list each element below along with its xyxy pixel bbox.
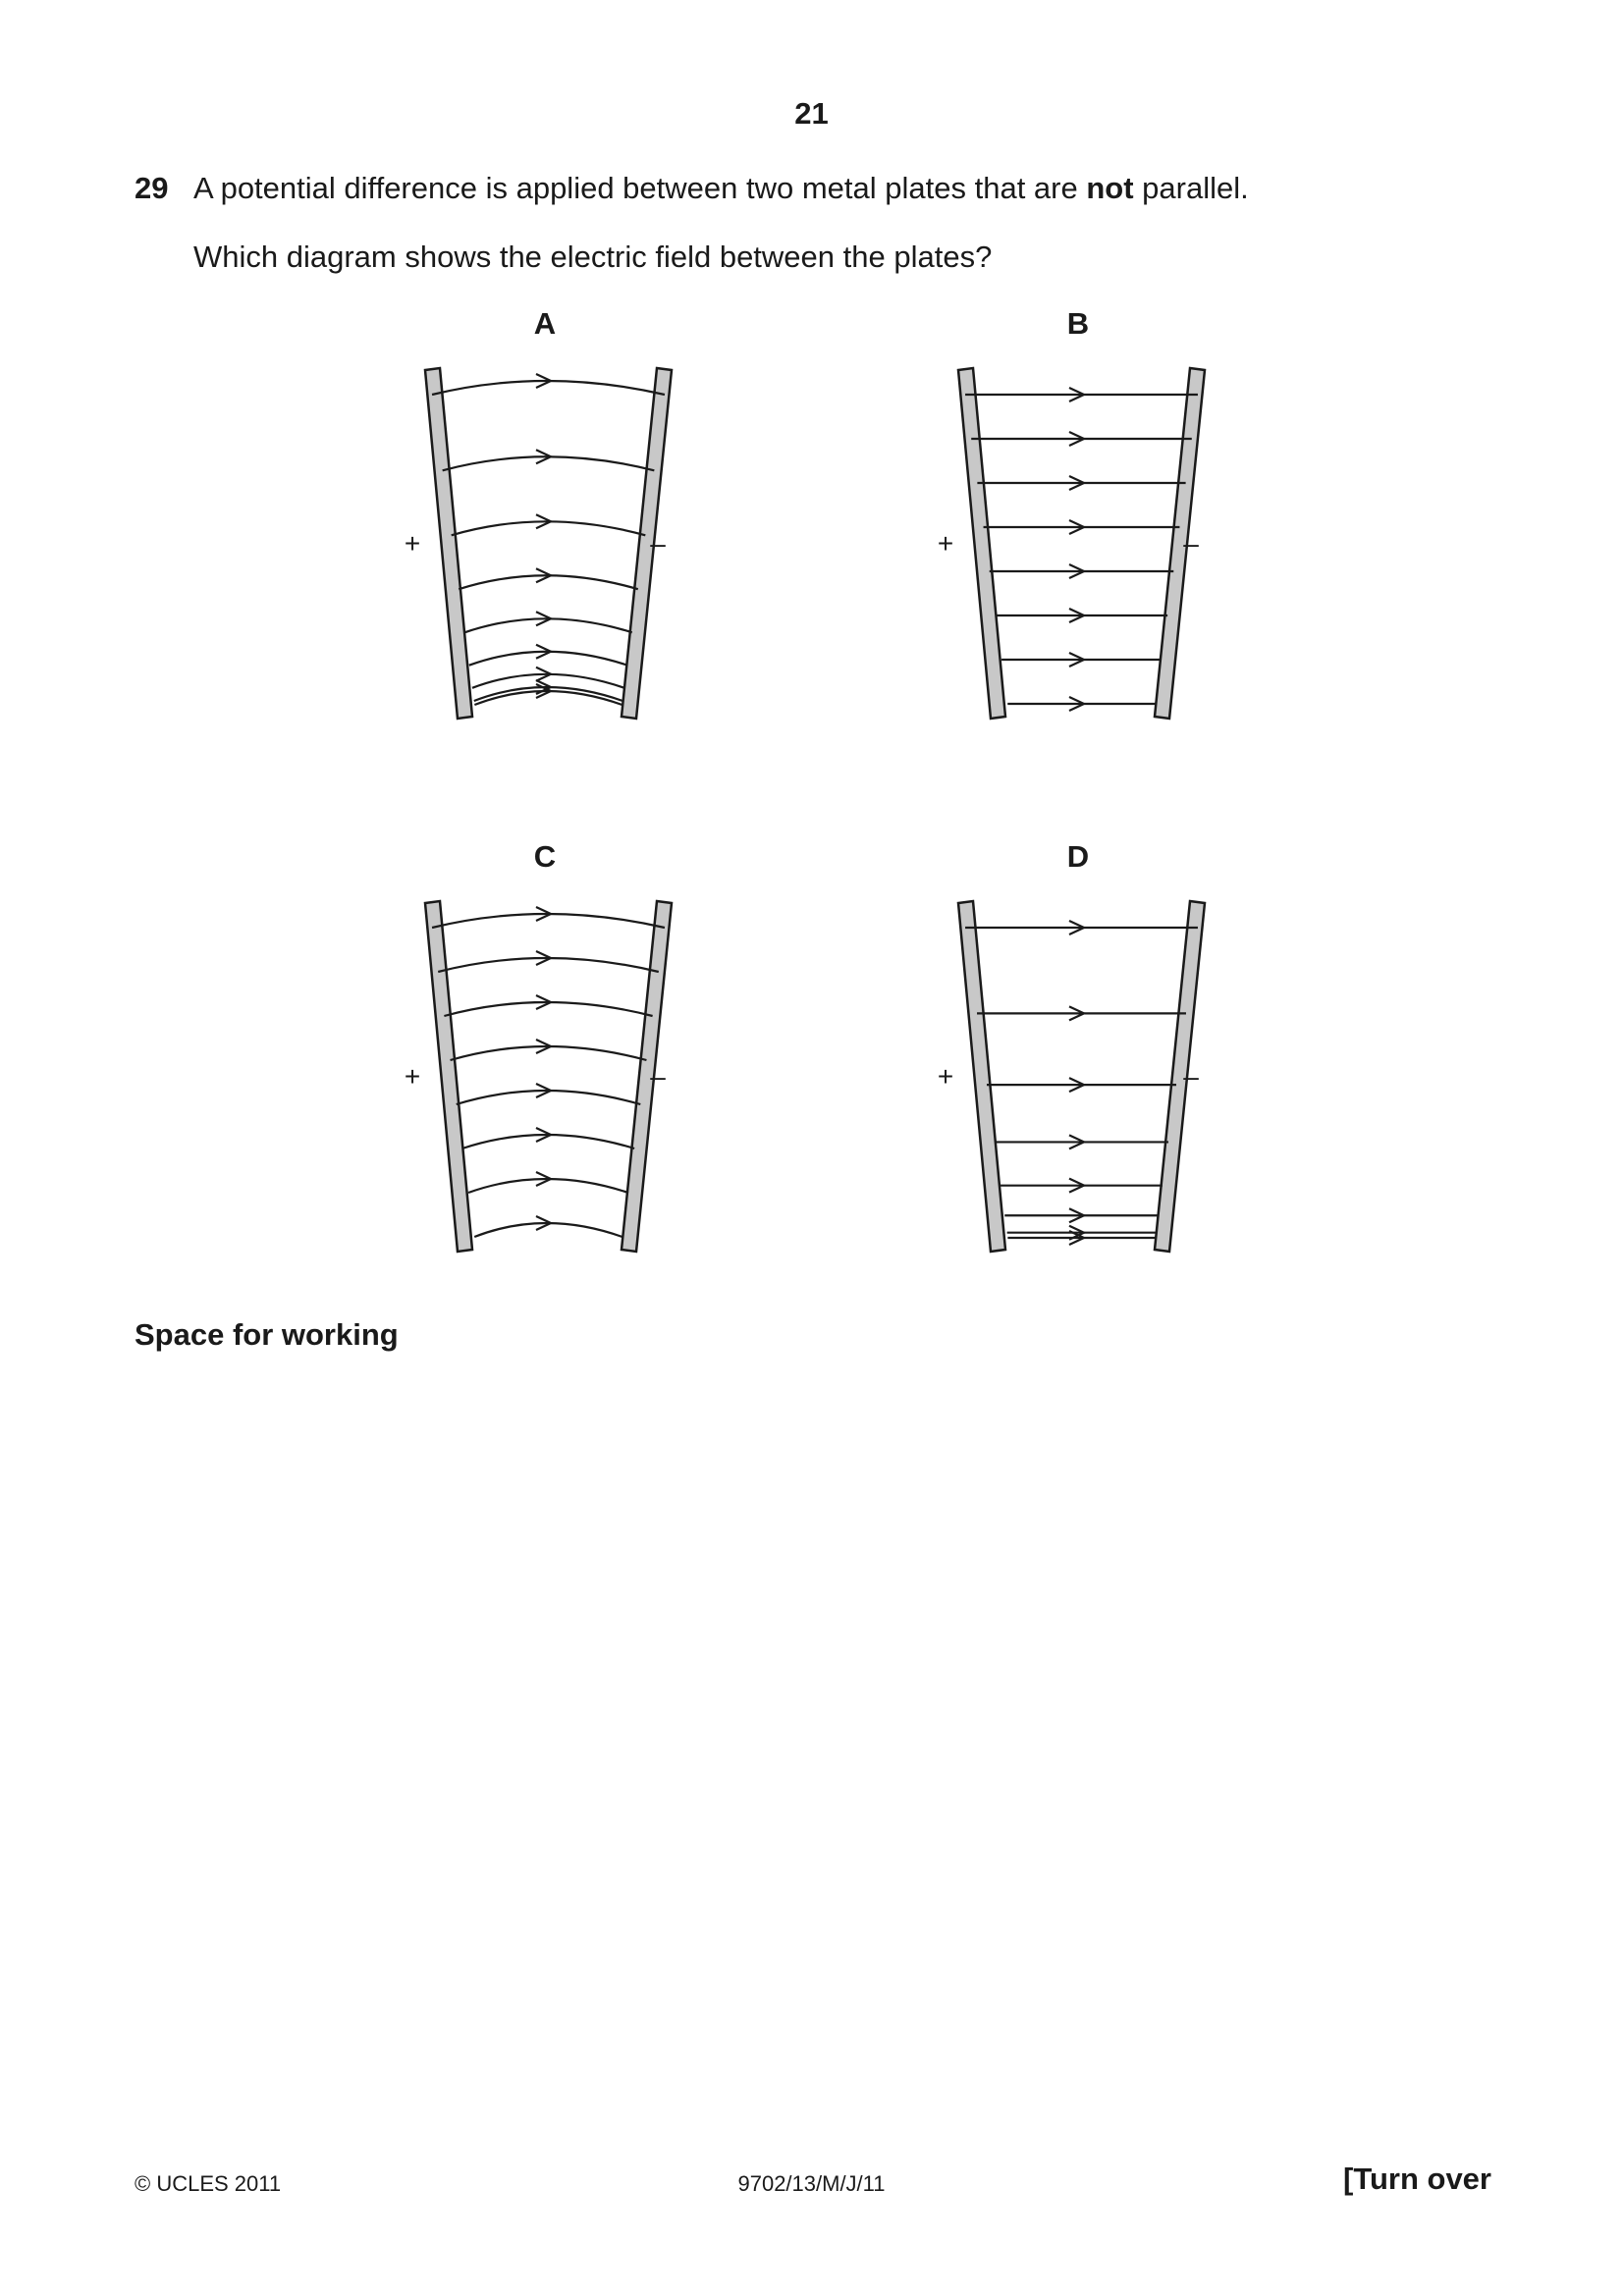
diagram-a: A + – [398, 306, 692, 738]
diagram-b: B + – [931, 306, 1225, 738]
field-arrow [1068, 1077, 1087, 1094]
negative-sign: – [1183, 1061, 1199, 1092]
field-arrow [1068, 1134, 1087, 1150]
question-text-start: A potential difference is applied betwee… [193, 171, 1087, 205]
positive-plate [956, 366, 1007, 721]
field-arrow [535, 950, 554, 966]
diagram-label: D [1066, 839, 1090, 874]
field-arrow [535, 373, 554, 389]
field-line [473, 1221, 623, 1239]
question-text: A potential difference is applied betwee… [193, 171, 1249, 206]
question-number: 29 [135, 171, 169, 205]
positive-plate [423, 899, 474, 1254]
question-text-end: parallel. [1133, 171, 1249, 205]
field-arrow [535, 1127, 554, 1143]
field-line [467, 1177, 629, 1195]
field-arrow [535, 513, 554, 530]
field-arrow [1068, 1177, 1087, 1194]
diagram-c: C + – [398, 839, 692, 1271]
field-line [456, 1089, 641, 1106]
diagram-d: D + – [931, 839, 1225, 1271]
field-arrow [535, 666, 554, 682]
field-diagram-svg [956, 899, 1207, 1254]
positive-sign: + [404, 528, 421, 559]
negative-plate [620, 366, 674, 721]
positive-plate [423, 366, 474, 721]
field-line [463, 617, 633, 634]
field-arrow [1068, 608, 1087, 623]
field-line [431, 912, 666, 930]
field-line [471, 672, 625, 689]
question-prompt: Which diagram shows the electric field b… [193, 240, 993, 274]
negative-sign: – [650, 528, 666, 559]
field-arrow [535, 683, 554, 699]
field-arrow [1068, 652, 1087, 667]
field-line [473, 685, 623, 703]
field-arrow [535, 567, 554, 584]
field-arrow [1068, 1207, 1087, 1224]
field-arrow [1068, 563, 1087, 579]
positive-plate [956, 899, 1007, 1254]
field-arrow [1068, 519, 1087, 535]
negative-plate [1153, 899, 1207, 1254]
field-line [451, 520, 646, 537]
field-line [437, 956, 660, 974]
diagram-label: A [533, 306, 557, 341]
field-arrow [1068, 431, 1087, 447]
diagram-label: C [533, 839, 557, 874]
field-arrow [535, 906, 554, 922]
field-arrow [1068, 1005, 1087, 1022]
negative-sign: – [1183, 528, 1199, 559]
question-text-emphasis: not [1086, 171, 1134, 205]
positive-sign: + [937, 528, 954, 559]
field-line [461, 1133, 635, 1150]
footer-code: 9702/13/M/J/11 [737, 2171, 886, 2196]
diagram-label: B [1066, 306, 1090, 341]
positive-sign: + [937, 1061, 954, 1092]
field-arrow [535, 449, 554, 465]
field-arrow [535, 994, 554, 1010]
negative-plate [1153, 366, 1207, 721]
field-arrow [1068, 387, 1087, 402]
negative-sign: – [650, 1061, 666, 1092]
field-line [468, 650, 628, 667]
field-arrow [1068, 696, 1087, 712]
field-line [442, 455, 655, 472]
negative-plate [620, 899, 674, 1254]
field-diagram-svg [423, 366, 674, 721]
field-arrow [1068, 475, 1087, 491]
field-line [444, 1000, 653, 1018]
field-line [431, 379, 666, 397]
field-line [473, 689, 623, 707]
field-arrow [535, 1171, 554, 1187]
field-arrow [1068, 920, 1087, 935]
field-arrow [535, 1039, 554, 1054]
turn-over-label: [Turn over [1343, 2162, 1491, 2196]
positive-sign: + [404, 1061, 421, 1092]
field-arrow [535, 611, 554, 627]
field-arrow [535, 1083, 554, 1098]
space-for-working-label: Space for working [135, 1317, 399, 1352]
footer-copyright: © UCLES 2011 [135, 2171, 282, 2196]
field-arrow [1068, 1230, 1087, 1246]
field-arrow [535, 643, 554, 660]
page-number: 21 [794, 96, 829, 131]
field-diagram-svg [956, 366, 1207, 721]
field-line [450, 1044, 647, 1062]
field-arrow [535, 1215, 554, 1231]
field-diagram-svg [423, 899, 674, 1254]
field-line [458, 574, 639, 591]
